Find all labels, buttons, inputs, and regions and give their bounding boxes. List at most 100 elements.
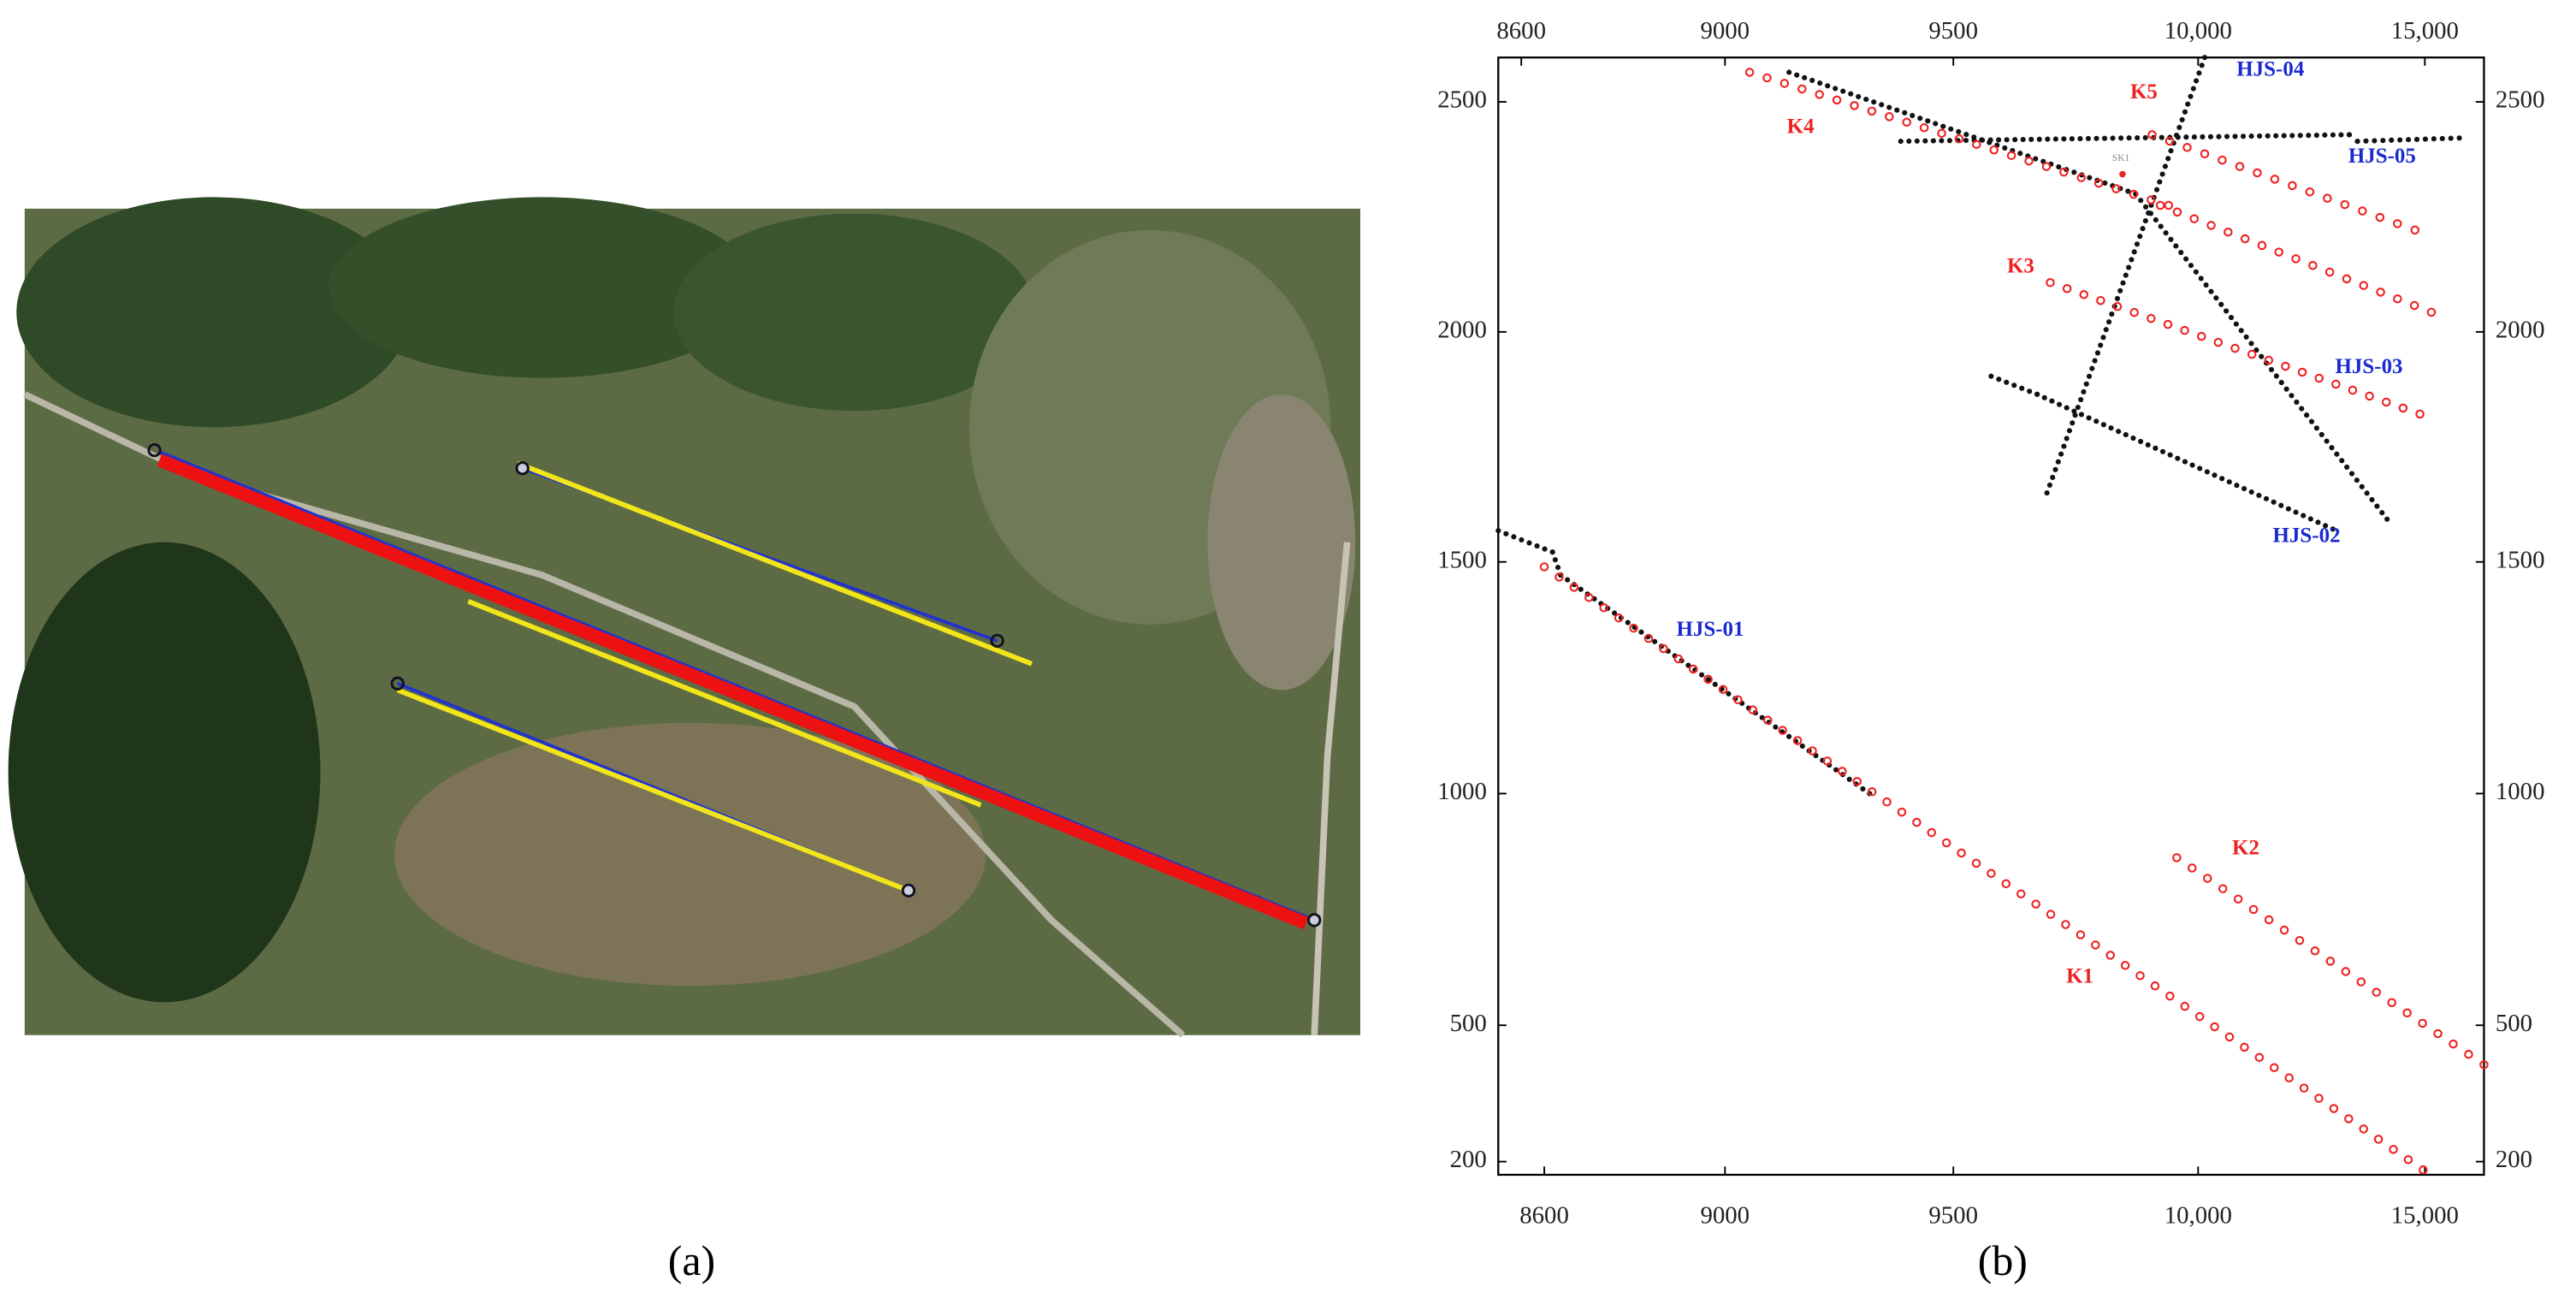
survey-point [2135, 135, 2141, 141]
survey-point [2299, 406, 2305, 412]
profile-label: K4 [1787, 116, 1815, 139]
survey-point [1698, 672, 1705, 678]
survey-point [2167, 452, 2173, 458]
survey-point [2134, 241, 2141, 247]
endpoint [390, 676, 405, 691]
survey-point [2072, 412, 2078, 418]
survey-point [1638, 629, 1644, 635]
survey-point [2185, 101, 2191, 107]
profile-label: K3 [2007, 255, 2034, 278]
survey-point [2289, 393, 2295, 399]
survey-point [2348, 471, 2355, 477]
fields [394, 722, 986, 987]
survey-point [2078, 412, 2085, 418]
survey-point [2354, 477, 2360, 483]
survey-point [2413, 136, 2420, 142]
survey-point [2123, 432, 2129, 438]
survey-point [2098, 342, 2104, 348]
survey-point [1554, 565, 1561, 571]
profile-point [2398, 403, 2408, 413]
survey-layout: 8600 8600 9000 9000 9500 9500 10,000 10,000 15,0… [1437, 17, 2544, 1229]
profile-point [2433, 1028, 2443, 1039]
y-tick-label: 2500 [2496, 86, 2545, 114]
survey-point [1871, 99, 1877, 105]
survey-point [1979, 137, 1985, 143]
profile-point [2120, 961, 2130, 970]
profile-point [2295, 935, 2305, 945]
survey-point [2431, 136, 2437, 142]
profile-point [1832, 95, 1842, 105]
survey-point [2125, 188, 2131, 194]
profile-point [2325, 957, 2336, 966]
y-tick-label: 500 [2496, 1010, 2532, 1037]
profile-point [2358, 206, 2367, 216]
survey-point [2103, 327, 2109, 333]
profile-point [1957, 848, 1966, 858]
profile-point [1882, 797, 1892, 807]
plot-frame [1497, 56, 2485, 1177]
profile-point [1554, 572, 1564, 582]
profile-point [2284, 1073, 2294, 1082]
profile-point [2213, 337, 2224, 347]
profile-point [2150, 981, 2160, 991]
survey-point [2158, 223, 2164, 229]
profile-point [1569, 583, 1579, 592]
survey-point [1898, 139, 1904, 145]
survey-point [2046, 482, 2053, 489]
survey-point [2196, 70, 2202, 76]
endpoint [901, 883, 916, 898]
survey-point [1840, 88, 1846, 94]
survey-point [2224, 308, 2230, 314]
profile-point [1703, 674, 1713, 685]
survey-point [2219, 476, 2225, 482]
profile-point [2253, 168, 2262, 178]
survey-point [2175, 455, 2181, 461]
profile-point [2233, 894, 2243, 904]
profile-point [1941, 838, 1951, 848]
profile-point [2274, 247, 2284, 257]
survey-point [1625, 619, 1631, 625]
survey-point [2085, 135, 2092, 142]
profile-point [1838, 767, 1847, 776]
profile-point [2059, 167, 2069, 177]
profile-point [1688, 664, 1698, 674]
x-tick-label: 9500 [1928, 17, 1978, 44]
profile-point [1989, 145, 1999, 155]
profile-point [1744, 68, 1755, 77]
survey-point [2248, 133, 2254, 139]
profile-point [2129, 189, 2139, 199]
survey-point [2100, 422, 2106, 428]
survey-point [2265, 133, 2271, 139]
survey-point [1946, 138, 1953, 144]
survey-point [1902, 110, 1908, 116]
profile-point [1902, 117, 1911, 127]
x-tick-label: 9500 [1928, 1202, 1978, 1230]
profile-point [1919, 123, 1929, 133]
survey-point [2307, 516, 2313, 522]
profile-point [2393, 219, 2402, 228]
survey-point [2075, 405, 2081, 411]
survey-point [1971, 134, 1977, 140]
profile-point [2410, 225, 2420, 235]
profile-point [2147, 130, 2157, 139]
survey-point [2278, 380, 2284, 386]
profile-point [2155, 200, 2165, 210]
survey-point [1925, 118, 1931, 124]
endpoint [1307, 913, 1322, 928]
survey-point [2033, 156, 2039, 162]
survey-point [2138, 198, 2144, 204]
survey-point [2384, 516, 2390, 522]
survey-point [2100, 335, 2106, 341]
profile-point [1629, 623, 1638, 633]
survey-point [2354, 139, 2360, 145]
borehole [2119, 170, 2126, 178]
survey-point [2330, 526, 2336, 532]
survey-point [2257, 133, 2263, 139]
survey-point [1848, 91, 1854, 97]
profile-point [2182, 143, 2192, 152]
survey-point [2313, 425, 2319, 431]
village [1207, 394, 1356, 691]
survey-point [1894, 107, 1900, 113]
survey-point [2153, 445, 2159, 451]
